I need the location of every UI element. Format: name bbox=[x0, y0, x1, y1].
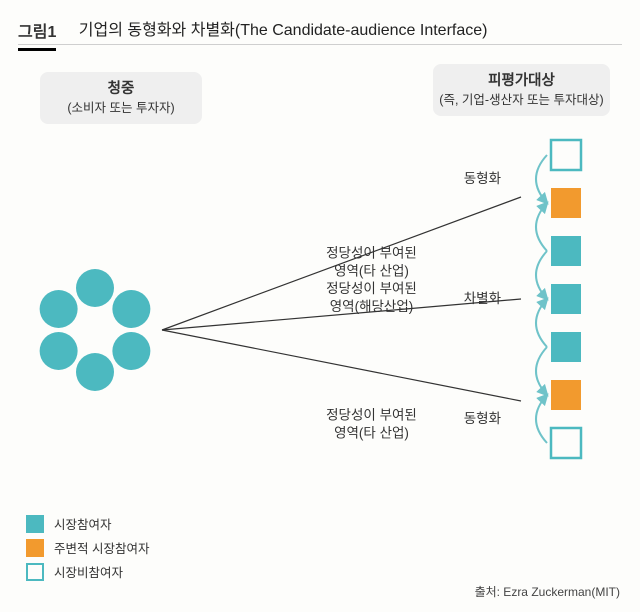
audience-circle bbox=[76, 269, 114, 307]
legend-row-participant: 시장참여자 bbox=[26, 514, 149, 533]
candidate-square bbox=[551, 188, 581, 218]
candidate-square bbox=[551, 284, 581, 314]
svg-text:영역(해당산업): 영역(해당산업) bbox=[330, 299, 414, 314]
candidate-arrow bbox=[536, 299, 547, 347]
legend-label-nonparticipant: 시장비참여자 bbox=[54, 562, 123, 581]
candidate-square bbox=[551, 428, 581, 458]
candidate-arrow bbox=[536, 395, 547, 443]
audience-circle bbox=[112, 290, 150, 328]
svg-text:정당성이 부여된: 정당성이 부여된 bbox=[326, 281, 417, 296]
candidate-arrow bbox=[536, 155, 547, 203]
legend: 시장참여자 주변적 시장참여자 시장비참여자 bbox=[26, 509, 149, 586]
candidate-square bbox=[551, 332, 581, 362]
projection-line bbox=[162, 330, 521, 401]
svg-text:정당성이 부여된: 정당성이 부여된 bbox=[326, 408, 417, 423]
legend-swatch-participant bbox=[26, 515, 44, 533]
candidate-square bbox=[551, 236, 581, 266]
audience-circle bbox=[76, 353, 114, 391]
svg-text:동형화: 동형화 bbox=[464, 411, 501, 426]
legend-row-nonparticipant: 시장비참여자 bbox=[26, 562, 149, 581]
svg-text:영역(타 산업): 영역(타 산업) bbox=[334, 426, 409, 441]
figure-source: 출처: Ezra Zuckerman(MIT) bbox=[475, 583, 620, 600]
candidate-arrow bbox=[536, 251, 547, 299]
audience-circle bbox=[40, 290, 78, 328]
svg-text:영역(타 산업): 영역(타 산업) bbox=[334, 264, 409, 279]
audience-circle bbox=[112, 332, 150, 370]
legend-swatch-peripheral bbox=[26, 539, 44, 557]
svg-text:차별화: 차별화 bbox=[464, 291, 501, 306]
legend-row-peripheral: 주변적 시장참여자 bbox=[26, 538, 149, 557]
audience-circle bbox=[40, 332, 78, 370]
candidate-square bbox=[551, 140, 581, 170]
legend-label-participant: 시장참여자 bbox=[54, 514, 112, 533]
legend-label-peripheral: 주변적 시장참여자 bbox=[54, 538, 149, 557]
figure-root: 그림1 기업의 동형화와 차별화(The Candidate-audience … bbox=[0, 0, 640, 612]
svg-text:동형화: 동형화 bbox=[464, 171, 501, 186]
candidate-square bbox=[551, 380, 581, 410]
candidate-arrow bbox=[536, 347, 547, 395]
legend-swatch-nonparticipant bbox=[26, 563, 44, 581]
candidate-arrow bbox=[536, 203, 547, 251]
svg-text:정당성이 부여된: 정당성이 부여된 bbox=[326, 246, 417, 261]
